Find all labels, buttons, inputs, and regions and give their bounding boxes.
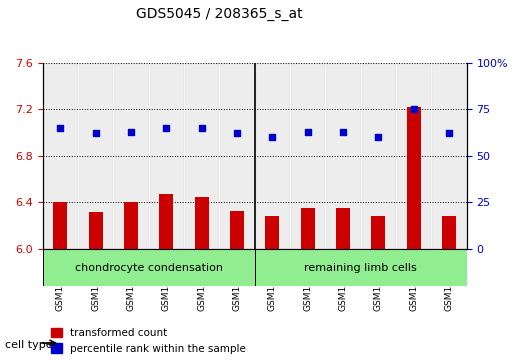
- Bar: [336, 208, 350, 249]
- Point: [268, 134, 277, 140]
- Point: [303, 129, 312, 134]
- Legend: transformed count, percentile rank within the sample: transformed count, percentile rank withi…: [47, 324, 250, 358]
- Bar: [301, 208, 315, 249]
- Text: GDS5045 / 208365_s_at: GDS5045 / 208365_s_at: [137, 7, 303, 21]
- Bar: [219, 62, 255, 249]
- Point: [198, 125, 206, 131]
- Bar: [195, 196, 209, 249]
- Bar: [78, 62, 113, 249]
- Bar: [42, 62, 78, 249]
- Text: remaining limb cells: remaining limb cells: [304, 263, 417, 273]
- Bar: [325, 62, 361, 249]
- Text: cell type: cell type: [5, 340, 53, 350]
- Text: chondrocyte condensation: chondrocyte condensation: [75, 263, 223, 273]
- FancyBboxPatch shape: [42, 249, 255, 286]
- Point: [445, 130, 453, 136]
- Point: [374, 134, 382, 140]
- Bar: [290, 62, 325, 249]
- Bar: [159, 194, 173, 249]
- Bar: [124, 203, 138, 249]
- Bar: [230, 211, 244, 249]
- Bar: [255, 62, 290, 249]
- Bar: [442, 216, 456, 249]
- Bar: [431, 62, 467, 249]
- Bar: [113, 62, 149, 249]
- Bar: [88, 212, 103, 249]
- Bar: [361, 62, 396, 249]
- Point: [233, 130, 241, 136]
- Bar: [149, 62, 184, 249]
- Bar: [265, 216, 279, 249]
- Bar: [406, 107, 420, 249]
- Point: [127, 129, 135, 134]
- Point: [162, 125, 170, 131]
- Bar: [371, 216, 385, 249]
- Bar: [53, 203, 67, 249]
- Point: [339, 129, 347, 134]
- Point: [410, 106, 418, 112]
- Bar: [396, 62, 431, 249]
- FancyBboxPatch shape: [255, 249, 467, 286]
- Bar: [184, 62, 219, 249]
- Point: [56, 125, 64, 131]
- Point: [92, 130, 100, 136]
